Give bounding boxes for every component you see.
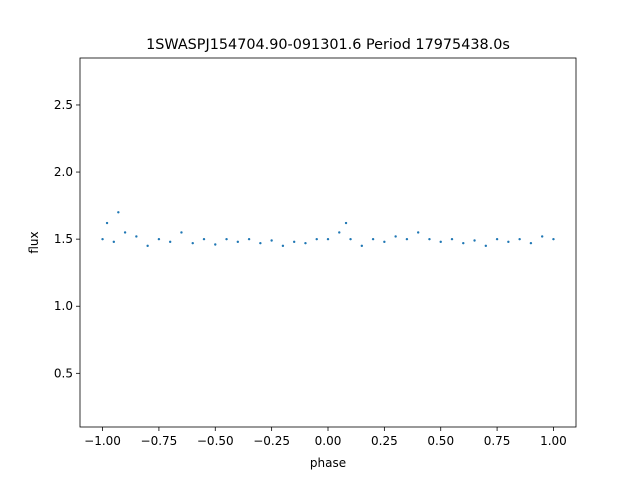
data-point xyxy=(439,240,442,244)
data-point xyxy=(101,237,104,241)
data-point xyxy=(225,237,228,241)
data-point xyxy=(202,237,206,241)
chart-title: 1SWASPJ154704.90-091301.6 Period 1797543… xyxy=(146,37,510,53)
x-tick-label: 0.00 xyxy=(315,434,342,448)
data-point xyxy=(259,241,262,245)
data-point xyxy=(383,240,386,244)
data-point xyxy=(428,237,431,241)
data-point xyxy=(180,231,183,234)
data-point xyxy=(281,244,285,248)
data-point xyxy=(371,237,375,241)
x-tick-label: 0.25 xyxy=(371,434,398,448)
y-axis-label: flux xyxy=(27,231,41,253)
data-point xyxy=(484,244,488,248)
data-point xyxy=(416,231,420,234)
x-tick-label: 0.50 xyxy=(427,434,454,448)
data-point xyxy=(236,240,240,244)
data-point xyxy=(507,240,510,244)
data-point xyxy=(292,240,296,244)
data-point xyxy=(518,237,521,241)
data-point xyxy=(344,221,348,225)
data-point xyxy=(540,235,544,238)
data-point xyxy=(473,239,476,242)
data-point xyxy=(315,237,318,241)
data-point xyxy=(117,211,120,214)
data-point xyxy=(157,237,161,241)
data-point xyxy=(105,221,109,225)
y-tick-label: 1.5 xyxy=(54,232,73,246)
x-tick-label: −0.75 xyxy=(141,434,178,448)
data-point xyxy=(326,237,330,241)
data-point xyxy=(394,235,397,238)
data-point xyxy=(405,237,409,241)
scatter-points xyxy=(101,211,555,248)
data-point xyxy=(214,243,217,246)
data-point xyxy=(529,241,533,245)
data-point xyxy=(123,231,127,234)
y-tick-label: 1.0 xyxy=(54,299,73,313)
data-point xyxy=(270,239,273,242)
x-tick-label: −0.25 xyxy=(253,434,290,448)
x-tick-label: −0.50 xyxy=(197,434,234,448)
data-point xyxy=(112,240,116,244)
data-point xyxy=(495,237,499,241)
data-point xyxy=(168,240,172,244)
x-axis-label: phase xyxy=(310,456,346,470)
data-point xyxy=(360,244,364,248)
data-point xyxy=(191,241,194,245)
x-axis-ticks: −1.00 −0.75 −0.50 −0.25 0.00 0.25 0.50 0.75 1.00 xyxy=(84,427,567,448)
y-tick-label: 0.5 xyxy=(54,366,73,380)
data-point xyxy=(552,237,555,241)
x-tick-label: 0.75 xyxy=(484,434,511,448)
x-tick-label: 1.00 xyxy=(540,434,567,448)
data-point xyxy=(146,244,149,248)
data-point xyxy=(349,237,352,241)
data-point xyxy=(462,241,465,245)
data-point xyxy=(247,237,251,241)
y-axis-ticks: 0.5 1.0 1.5 2.0 2.5 xyxy=(54,98,80,380)
data-point xyxy=(450,237,454,241)
data-point xyxy=(304,241,307,245)
y-tick-label: 2.5 xyxy=(54,98,73,112)
data-point xyxy=(135,235,138,238)
x-tick-label: −1.00 xyxy=(84,434,121,448)
y-tick-label: 2.0 xyxy=(54,165,73,179)
data-point xyxy=(338,231,341,234)
